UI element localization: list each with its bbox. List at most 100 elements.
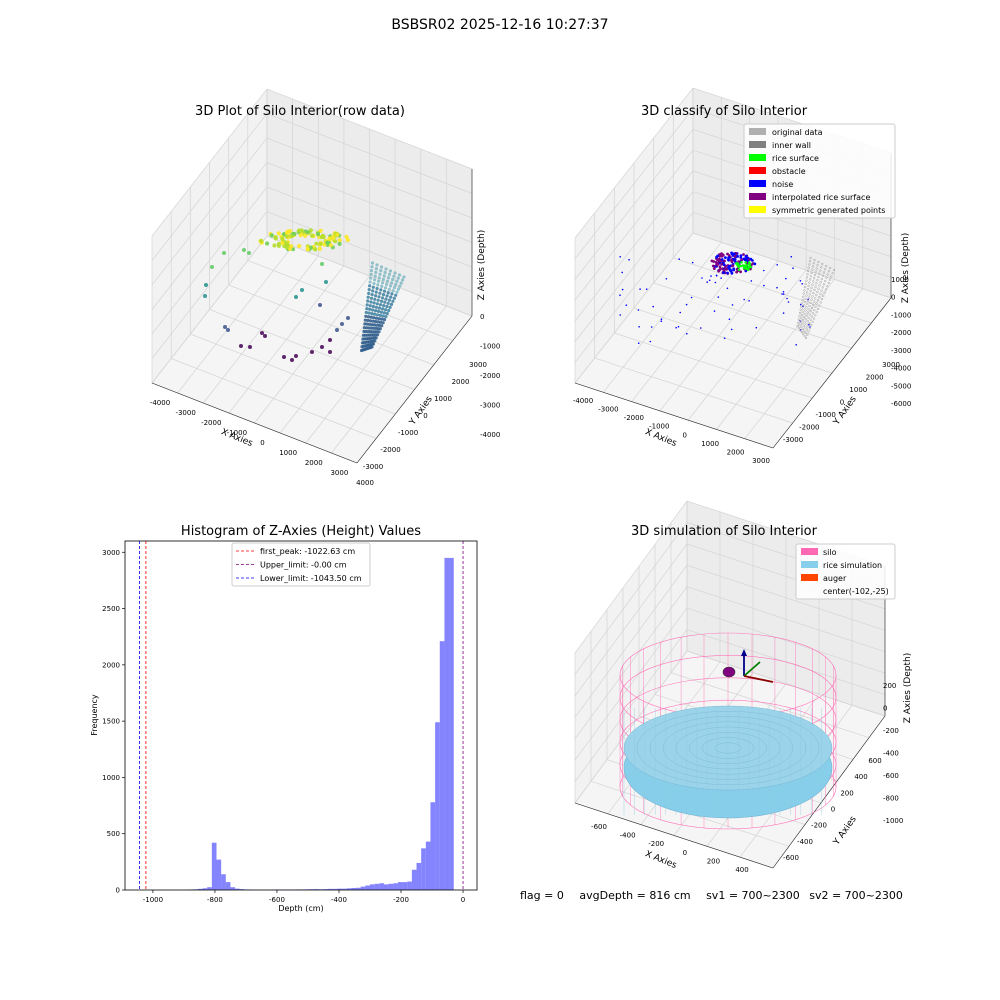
noise-point <box>637 309 640 311</box>
noise-point <box>723 337 726 340</box>
raw-data-point <box>378 303 383 307</box>
raw-data-point <box>373 330 377 334</box>
raw-x-tick-label: -2000 <box>201 419 221 427</box>
classify-y-tick-label: 0 <box>840 399 844 407</box>
raw-data-point <box>260 331 264 335</box>
classify-legend-label: obstacle <box>772 167 806 176</box>
noise-point <box>726 287 729 290</box>
raw-data-point <box>364 310 368 315</box>
noise-point <box>782 291 785 293</box>
inner-wall-point <box>818 284 821 287</box>
classify-z-tick-label: -6000 <box>891 400 911 408</box>
inner-wall-point <box>811 320 814 323</box>
histogram-bar <box>449 557 454 890</box>
raw-data-point <box>248 345 252 349</box>
classified-point <box>715 255 718 259</box>
raw-data-point <box>373 274 377 278</box>
grid-line-z <box>151 235 473 384</box>
noise-point <box>781 293 783 295</box>
noise-point <box>795 344 797 346</box>
classify-x-tick-label: -4000 <box>573 397 593 405</box>
raw-data-point <box>381 293 386 297</box>
histogram-bar <box>225 882 231 890</box>
noise-point <box>714 281 717 284</box>
histogram-bar <box>356 887 361 890</box>
inner-wall-point <box>797 321 800 324</box>
raw-data-point <box>375 263 379 267</box>
inner-wall-point <box>826 285 829 288</box>
classify-y-tick-label: -2000 <box>799 424 819 432</box>
noise-point <box>685 303 688 306</box>
inner-wall-point <box>806 302 809 306</box>
histogram-bar <box>342 888 347 890</box>
raw-data-point <box>382 289 387 293</box>
raw-data-point <box>359 348 364 353</box>
raw-z-tick-label: -2000 <box>480 372 500 380</box>
inner-wall-point <box>818 295 821 299</box>
histogram-bar <box>425 841 431 890</box>
histogram-y-ticks: 0 500 1000 1500 2000 2500 3000 <box>102 549 125 895</box>
inner-wall-point <box>820 289 823 292</box>
inner-wall-point <box>807 330 810 333</box>
raw-data-point <box>367 291 371 295</box>
raw-data-point <box>284 245 289 250</box>
classify-legend-label: rice surface <box>772 154 819 163</box>
histogram-x-tick-label: -800 <box>207 896 223 904</box>
noise-point <box>776 286 778 289</box>
raw-data-point <box>369 326 373 330</box>
raw-data-point <box>376 298 380 302</box>
inner-wall-point <box>811 312 815 315</box>
raw-data-point <box>320 233 325 239</box>
simulation-x-tick-label: 400 <box>735 866 748 874</box>
classify-legend-swatch <box>749 180 766 187</box>
inner-wall-point <box>819 281 822 284</box>
raw-data-point <box>362 326 366 330</box>
noise-point <box>677 325 680 328</box>
raw-y-tick-label: -2000 <box>380 446 400 454</box>
raw-data-point <box>375 302 379 306</box>
inner-wall-point <box>804 317 807 321</box>
simulation-z-tick-label: -600 <box>883 772 899 780</box>
classified-point <box>712 267 716 270</box>
noise-point <box>750 280 753 282</box>
inner-wall-point <box>799 308 802 311</box>
x-axis-line <box>574 802 774 869</box>
classified-point <box>720 254 724 258</box>
rice-surface-point <box>740 261 743 264</box>
classify-legend-frame <box>743 123 896 219</box>
inner-wall-point <box>809 310 813 313</box>
raw-z-axis-label: Z Axies (Depth) <box>477 230 487 301</box>
panel-raw-data-3d: -4000 -3000 -2000 -1000 0 1000 2000 3000 4000 -3… <box>150 88 500 487</box>
inner-wall-point <box>798 311 802 315</box>
raw-data-point <box>203 294 207 298</box>
histogram-bar <box>430 802 436 890</box>
raw-data-point <box>381 314 385 318</box>
raw-data-point <box>373 312 377 316</box>
histogram-bar <box>416 862 422 890</box>
histogram-bar <box>235 888 240 890</box>
histogram-y-tick-label: 2500 <box>102 605 120 613</box>
raw-data-point <box>374 305 378 309</box>
simulation-legend-frame <box>795 543 896 600</box>
classify-y-tick-label: -1000 <box>815 411 835 419</box>
raw-data-point <box>369 272 373 276</box>
inner-wall-point <box>832 268 836 272</box>
classify-legend-label: symmetric generated points <box>772 206 885 215</box>
raw-data-point <box>377 323 381 327</box>
raw-data-point <box>210 265 214 269</box>
noise-point <box>621 288 624 291</box>
raw-data-point <box>380 296 385 300</box>
raw-data-point <box>371 308 375 312</box>
histogram-bar <box>439 641 445 890</box>
classify-x-tick-label: -1000 <box>649 423 669 431</box>
histogram-y-tick-label: 1000 <box>102 774 120 782</box>
rice-surface-point <box>748 261 751 264</box>
histogram-y-tick-label: 2000 <box>102 661 120 669</box>
inner-wall-point <box>803 304 806 307</box>
classified-points <box>619 251 836 346</box>
raw-data-point <box>388 284 393 288</box>
raw-data-point <box>367 311 371 315</box>
inner-wall-point <box>811 283 814 286</box>
simulation-y-tick-label: -600 <box>783 854 799 862</box>
